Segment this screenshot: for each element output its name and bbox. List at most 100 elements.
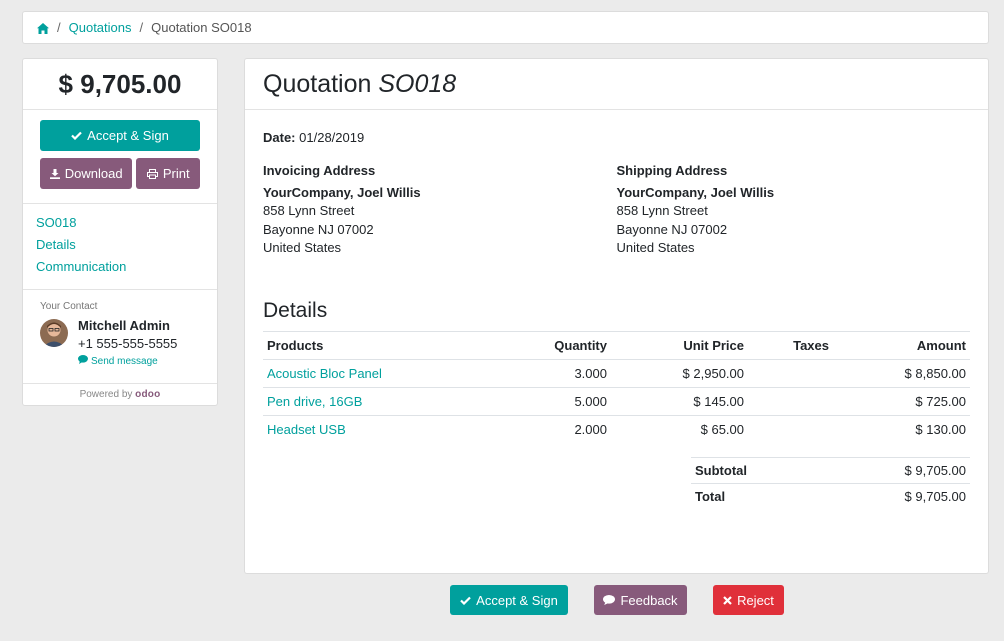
download-label: Download bbox=[64, 166, 123, 181]
breadcrumb: / Quotations / Quotation SO018 bbox=[22, 11, 989, 44]
contact-phone: +1 555-555-5555 bbox=[78, 336, 178, 351]
check-icon bbox=[71, 131, 82, 140]
send-message-link[interactable]: Send message bbox=[78, 355, 177, 367]
column-products: Products bbox=[263, 330, 513, 360]
date-value: 01/28/2019 bbox=[299, 130, 365, 145]
contact-name: Mitchell Admin bbox=[78, 318, 170, 333]
comment-icon bbox=[603, 595, 616, 605]
download-icon bbox=[49, 168, 60, 179]
sidebar-actions: Accept & Sign Download Print bbox=[23, 110, 217, 204]
sidebar-nav-so018[interactable]: SO018 bbox=[36, 215, 77, 230]
sidebar: $ 9,705.00 Accept & Sign Download Print … bbox=[22, 58, 218, 406]
comment-icon bbox=[78, 355, 88, 367]
contact-body: Mitchell Admin +1 555-555-5555 Send mess… bbox=[40, 318, 200, 367]
column-unit-price: Unit Price bbox=[611, 330, 748, 360]
avatar bbox=[40, 319, 68, 347]
line-amount: $ 130.00 bbox=[915, 421, 966, 437]
subtotal-label: Subtotal bbox=[695, 462, 747, 478]
addresses: Invoicing Address YourCompany, Joel Will… bbox=[263, 162, 970, 258]
feedback-button[interactable]: Feedback bbox=[594, 585, 687, 615]
line-unit-price: $ 65.00 bbox=[700, 421, 744, 437]
shipping-address: Shipping Address YourCompany, Joel Willi… bbox=[617, 162, 971, 258]
reject-button[interactable]: Reject bbox=[713, 585, 784, 615]
invoicing-address-title: Invoicing Address bbox=[263, 163, 376, 178]
shipping-address-country: United States bbox=[616, 240, 695, 255]
sidebar-accept-sign-button[interactable]: Accept & Sign bbox=[40, 120, 200, 151]
home-icon[interactable] bbox=[37, 22, 49, 34]
close-icon bbox=[723, 595, 732, 605]
invoicing-address-street: 858 Lynn Street bbox=[263, 203, 355, 218]
total-row: Total $ 9,705.00 bbox=[691, 482, 970, 509]
subtotal-value: $ 9,705.00 bbox=[904, 462, 966, 478]
date-label: Date: bbox=[263, 130, 296, 145]
powered-by-text: Powered by bbox=[79, 389, 133, 400]
sidebar-nav-communication[interactable]: Communication bbox=[36, 259, 127, 274]
line-unit-price: $ 145.00 bbox=[611, 387, 748, 416]
line-product[interactable]: Acoustic Bloc Panel bbox=[263, 359, 513, 388]
check-icon bbox=[460, 596, 471, 605]
total-label: Total bbox=[695, 488, 726, 504]
breadcrumb-separator: / bbox=[57, 20, 61, 35]
line-taxes bbox=[748, 387, 833, 416]
download-button[interactable]: Download bbox=[40, 158, 133, 189]
reject-label: Reject bbox=[737, 592, 774, 608]
send-message-label: Send message bbox=[91, 355, 158, 367]
breadcrumb-quotations-link[interactable]: Quotations bbox=[68, 20, 132, 35]
quotation-panel: Quotation SO018 Date: 01/28/2019 Invoici… bbox=[244, 58, 989, 574]
totals: Subtotal $ 9,705.00 Total $ 9,705.00 bbox=[691, 456, 970, 509]
odoo-logo[interactable]: odoo bbox=[135, 389, 161, 400]
quotation-date: Date: 01/28/2019 bbox=[263, 130, 970, 145]
line-amount: $ 725.00 bbox=[833, 387, 970, 416]
line-amount: $ 8,850.00 bbox=[833, 359, 970, 388]
sidebar-nav: SO018 Details Communication bbox=[23, 204, 217, 290]
accept-sign-button[interactable]: Accept & Sign bbox=[450, 585, 568, 615]
accept-sign-label: Accept & Sign bbox=[476, 592, 558, 608]
page-title-prefix: Quotation bbox=[263, 69, 372, 98]
sidebar-action-row: Download Print bbox=[40, 158, 200, 189]
total-value: $ 9,705.00 bbox=[904, 488, 966, 504]
line-quantity: 2.000 bbox=[574, 421, 607, 437]
order-lines-table: Products Quantity Unit Price Taxes Amoun… bbox=[263, 330, 970, 443]
page-title: Quotation SO018 bbox=[263, 70, 456, 99]
line-quantity: 3.000 bbox=[513, 359, 611, 388]
table-header-row: Products Quantity Unit Price Taxes Amoun… bbox=[263, 330, 970, 360]
column-taxes: Taxes bbox=[748, 330, 833, 360]
line-taxes bbox=[748, 359, 833, 388]
contact-card: Your Contact Mitchell Admin +1 555-555-5… bbox=[23, 290, 217, 384]
line-quantity: 5.000 bbox=[513, 387, 611, 416]
column-amount: Amount bbox=[833, 330, 970, 360]
shipping-address-title: Shipping Address bbox=[616, 163, 728, 178]
invoicing-address-name: YourCompany, Joel Willis bbox=[263, 184, 421, 200]
table-row: Pen drive, 16GB 5.000 $ 145.00 $ 725.00 bbox=[263, 387, 970, 416]
breadcrumb-current: Quotation SO018 bbox=[151, 20, 252, 35]
table-row: Acoustic Bloc Panel 3.000 $ 2,950.00 $ 8… bbox=[263, 359, 970, 388]
page-title-number: SO018 bbox=[378, 69, 457, 98]
contact-info: Mitchell Admin +1 555-555-5555 Send mess… bbox=[78, 318, 177, 367]
shipping-address-street: 858 Lynn Street bbox=[616, 203, 708, 218]
print-button[interactable]: Print bbox=[136, 158, 200, 189]
contact-label: Your Contact bbox=[40, 301, 98, 312]
print-icon bbox=[146, 168, 158, 179]
invoicing-address-city: Bayonne NJ 07002 bbox=[263, 221, 374, 237]
quotation-body: Date: 01/28/2019 Invoicing Address YourC… bbox=[245, 110, 988, 509]
sidebar-accept-sign-label: Accept & Sign bbox=[87, 128, 169, 143]
subtotal-row: Subtotal $ 9,705.00 bbox=[691, 456, 970, 483]
line-taxes bbox=[748, 415, 833, 443]
sidebar-nav-details[interactable]: Details bbox=[36, 237, 76, 252]
sidebar-amount-total: $ 9,705.00 bbox=[23, 59, 217, 110]
table-row: Headset USB 2.000 $ 65.00 $ 130.00 bbox=[263, 415, 970, 443]
print-label: Print bbox=[162, 166, 190, 181]
feedback-label: Feedback bbox=[620, 592, 678, 608]
details-title: Details bbox=[263, 298, 328, 322]
shipping-address-name: YourCompany, Joel Willis bbox=[616, 184, 775, 200]
invoicing-address-country: United States bbox=[263, 240, 342, 255]
line-product[interactable]: Pen drive, 16GB bbox=[263, 387, 513, 416]
powered-by: Powered by odoo bbox=[23, 384, 217, 400]
column-quantity: Quantity bbox=[513, 330, 611, 360]
breadcrumb-separator: / bbox=[139, 20, 144, 35]
shipping-address-city: Bayonne NJ 07002 bbox=[616, 221, 728, 237]
invoicing-address: Invoicing Address YourCompany, Joel Will… bbox=[263, 162, 617, 258]
quotation-header: Quotation SO018 bbox=[245, 59, 988, 110]
line-product[interactable]: Headset USB bbox=[267, 421, 346, 437]
line-unit-price: $ 2,950.00 bbox=[611, 359, 748, 388]
